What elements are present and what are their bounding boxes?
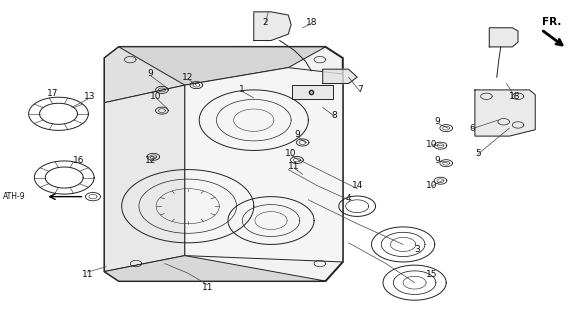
PathPatch shape: [185, 68, 343, 262]
Text: 15: 15: [426, 270, 438, 279]
Text: 2: 2: [262, 19, 268, 28]
PathPatch shape: [104, 85, 185, 271]
Text: 11: 11: [82, 270, 93, 279]
Text: 3: 3: [415, 245, 420, 254]
PathPatch shape: [119, 47, 325, 85]
Text: 9: 9: [294, 130, 300, 139]
Text: 18: 18: [510, 92, 521, 101]
Text: 17: 17: [47, 89, 58, 98]
Text: 6: 6: [469, 124, 475, 132]
Text: 11: 11: [202, 283, 214, 292]
Text: 9: 9: [148, 69, 153, 78]
Text: 18: 18: [306, 19, 317, 28]
PathPatch shape: [104, 47, 231, 103]
Text: ATH-9: ATH-9: [3, 192, 25, 201]
FancyBboxPatch shape: [292, 85, 333, 99]
Polygon shape: [254, 12, 291, 41]
Text: 4: 4: [346, 194, 351, 203]
PathPatch shape: [104, 256, 325, 281]
Text: 11: 11: [288, 162, 300, 171]
Text: 10: 10: [151, 92, 162, 101]
Text: 12: 12: [182, 73, 193, 82]
Text: 5: 5: [475, 149, 481, 158]
Polygon shape: [489, 28, 518, 47]
Text: 12: 12: [145, 156, 156, 164]
Text: 16: 16: [73, 156, 85, 164]
Text: 10: 10: [426, 181, 438, 190]
Text: 7: 7: [357, 85, 363, 94]
Text: 1: 1: [240, 85, 245, 94]
Text: 14: 14: [351, 181, 363, 190]
PathPatch shape: [104, 47, 343, 281]
Polygon shape: [323, 69, 357, 84]
Text: 9: 9: [435, 117, 441, 126]
Text: 10: 10: [285, 149, 297, 158]
Text: 13: 13: [85, 92, 96, 101]
Text: 10: 10: [426, 140, 438, 148]
Polygon shape: [475, 90, 535, 136]
Text: FR.: FR.: [542, 17, 562, 27]
Text: 9: 9: [435, 156, 441, 164]
Text: 8: 8: [331, 111, 337, 120]
